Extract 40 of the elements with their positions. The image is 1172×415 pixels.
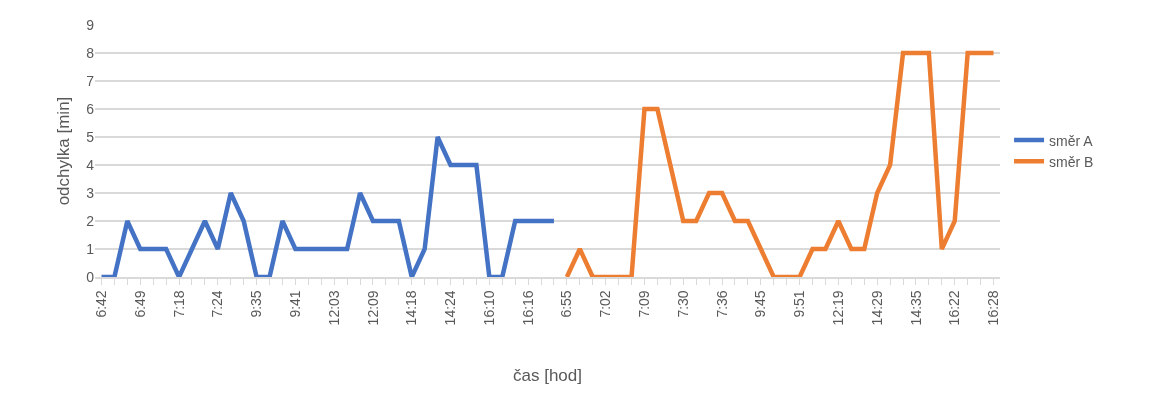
line-series — [99, 134, 557, 277]
x-tick-label: 9:45 — [752, 290, 769, 318]
line-series — [564, 50, 996, 277]
x-tick-label: 7:09 — [636, 290, 653, 318]
y-tick-label: 6 — [86, 100, 95, 117]
x-tick-label: 7:18 — [170, 290, 187, 318]
x-tick-label: 6:42 — [93, 290, 110, 318]
y-tick-label: 7 — [86, 72, 95, 89]
x-axis-title: čas [hod] — [513, 366, 582, 386]
y-tick-label: 2 — [86, 212, 95, 229]
y-tick-label: 3 — [86, 184, 95, 201]
y-tick-label: 4 — [86, 156, 95, 173]
x-tick-label: 7:02 — [597, 290, 614, 318]
y-tick-label: 0 — [86, 268, 95, 285]
x-tick-label: 16:16 — [519, 290, 536, 326]
legend-label: směr A — [1049, 132, 1094, 149]
y-tick-label: 8 — [86, 44, 95, 61]
x-tick-label: 7:36 — [713, 290, 730, 318]
x-tick-label: 6:55 — [558, 290, 575, 318]
x-tick-label: 14:24 — [442, 290, 459, 326]
x-tick-label: 6:49 — [131, 290, 148, 318]
x-tick-label: 12:03 — [325, 290, 342, 326]
x-tick-label: 12:09 — [364, 290, 381, 326]
x-tick-label: 9:35 — [248, 290, 265, 318]
y-axis-title: odchylka [min] — [53, 96, 73, 206]
x-tick-label: 9:51 — [791, 290, 808, 318]
y-tick-label: 1 — [86, 240, 95, 257]
x-tick-label: 7:30 — [674, 290, 691, 318]
x-tick-label: 7:24 — [209, 290, 226, 318]
x-tick-label: 16:28 — [985, 290, 1002, 326]
y-tick-label: 9 — [86, 16, 95, 33]
x-tick-label: 14:29 — [868, 290, 885, 326]
x-tick-label: 12:19 — [829, 290, 846, 326]
legend-label: směr B — [1049, 153, 1094, 170]
y-tick-label: 5 — [86, 128, 95, 145]
x-tick-label: 14:35 — [907, 290, 924, 326]
x-tick-label: 9:41 — [286, 290, 303, 318]
x-tick-label: 16:10 — [480, 290, 497, 326]
x-tick-label: 16:22 — [946, 290, 963, 326]
x-tick-label: 14:18 — [403, 290, 420, 326]
